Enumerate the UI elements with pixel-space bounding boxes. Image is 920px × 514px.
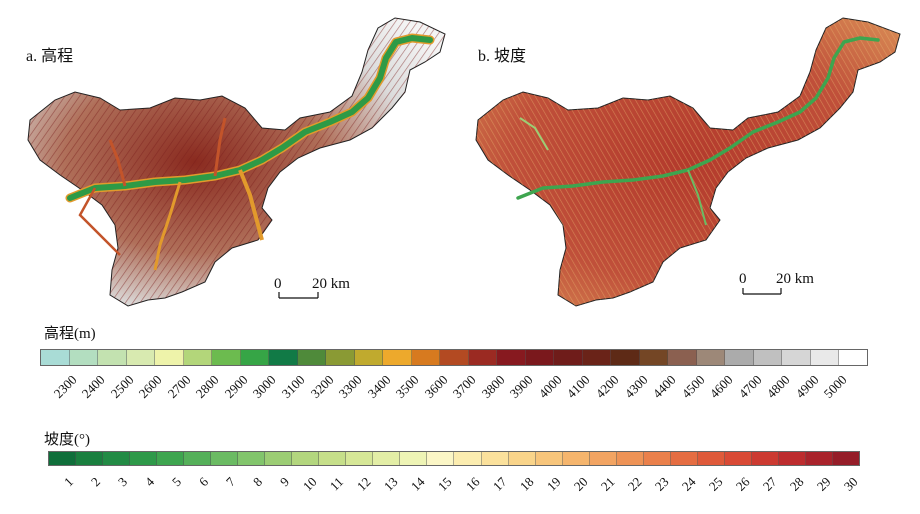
elevation-scale-bar (278, 292, 319, 299)
elevation-legend-swatch (69, 350, 99, 365)
elevation-river-tributary (238, 169, 264, 241)
elevation-legend-swatch (411, 350, 441, 365)
elevation-legend-swatch (326, 350, 355, 365)
slope-panel-title: b. 坡度 (478, 48, 527, 65)
slope-legend-swatch (670, 452, 698, 465)
slope-legend-swatch (535, 452, 563, 465)
elevation-legend-swatch (839, 350, 867, 365)
slope-legend-swatch (184, 452, 212, 465)
elevation-legend-swatch (725, 350, 754, 365)
elevation-legend-swatch (497, 350, 526, 365)
slope-legend-swatch (805, 452, 833, 465)
slope-legend-swatch (157, 452, 185, 465)
elevation-legend-swatch (554, 350, 583, 365)
slope-legend-swatch (643, 452, 671, 465)
elevation-legend-swatch (639, 350, 669, 365)
elevation-legend-swatch (41, 350, 70, 365)
elevation-legend-swatch (354, 350, 384, 365)
elevation-legend-swatch (440, 350, 469, 365)
elevation-legend-swatch (240, 350, 270, 365)
elevation-legend-swatch (611, 350, 640, 365)
slope-legend-swatch (400, 452, 428, 465)
elevation-legend-swatch (782, 350, 811, 365)
elevation-scale-zero: 0 (274, 276, 282, 292)
elevation-legend-swatch (126, 350, 156, 365)
elevation-legend-swatch (98, 350, 127, 365)
slope-legend-swatch (346, 452, 374, 465)
elevation-legend-swatch (582, 350, 612, 365)
elevation-legend-swatch (468, 350, 498, 365)
elevation-legend-swatch (183, 350, 213, 365)
slope-legend-swatch (265, 452, 293, 465)
slope-map-texture (476, 18, 900, 306)
slope-scale-zero: 0 (739, 271, 747, 287)
elevation-legend-swatch (753, 350, 783, 365)
elevation-legend-swatch (269, 350, 298, 365)
slope-river-main (516, 36, 880, 200)
elevation-legend-swatch (155, 350, 184, 365)
slope-legend-swatch (319, 452, 347, 465)
slope-legend-swatch (373, 452, 401, 465)
slope-legend-swatch (211, 452, 239, 465)
elevation-legend-swatch (696, 350, 726, 365)
slope-legend-swatch (562, 452, 590, 465)
slope-legend-swatch (49, 452, 77, 465)
slope-legend-swatch (454, 452, 482, 465)
elevation-legend-swatch (212, 350, 241, 365)
slope-legend-swatch (427, 452, 455, 465)
slope-map (475, 17, 901, 307)
slope-scale-distance: 20 km (776, 271, 814, 287)
slope-legend-swatch (103, 452, 131, 465)
elevation-legend-title: 高程(m) (44, 326, 96, 342)
slope-legend-swatch (697, 452, 725, 465)
elevation-legend-swatch (383, 350, 412, 365)
elevation-scale-distance: 20 km (312, 276, 350, 292)
slope-legend-swatch (76, 452, 104, 465)
elevation-panel-title: a. 高程 (26, 48, 74, 65)
elevation-map-texture (28, 18, 445, 306)
slope-legend-swatch (481, 452, 509, 465)
elevation-legend-swatch (525, 350, 555, 365)
slope-legend-swatch (724, 452, 752, 465)
elevation-legend-swatch (810, 350, 840, 365)
slope-legend-swatch (589, 452, 617, 465)
slope-legend-swatch (130, 452, 158, 465)
slope-legend-swatch (751, 452, 779, 465)
slope-legend-swatch (616, 452, 644, 465)
slope-legend-swatch (778, 452, 806, 465)
slope-legend-swatch (238, 452, 266, 465)
slope-legend-swatch (508, 452, 536, 465)
elevation-legend-swatch (297, 350, 327, 365)
slope-scale-bar (742, 288, 782, 295)
elevation-legend-bar (40, 349, 868, 366)
elevation-legend-swatch (668, 350, 697, 365)
slope-legend-swatch (292, 452, 320, 465)
slope-legend-bar (48, 451, 860, 466)
elevation-map (27, 17, 446, 307)
slope-legend-swatch (832, 452, 859, 465)
slope-legend-title: 坡度(°) (44, 432, 90, 448)
